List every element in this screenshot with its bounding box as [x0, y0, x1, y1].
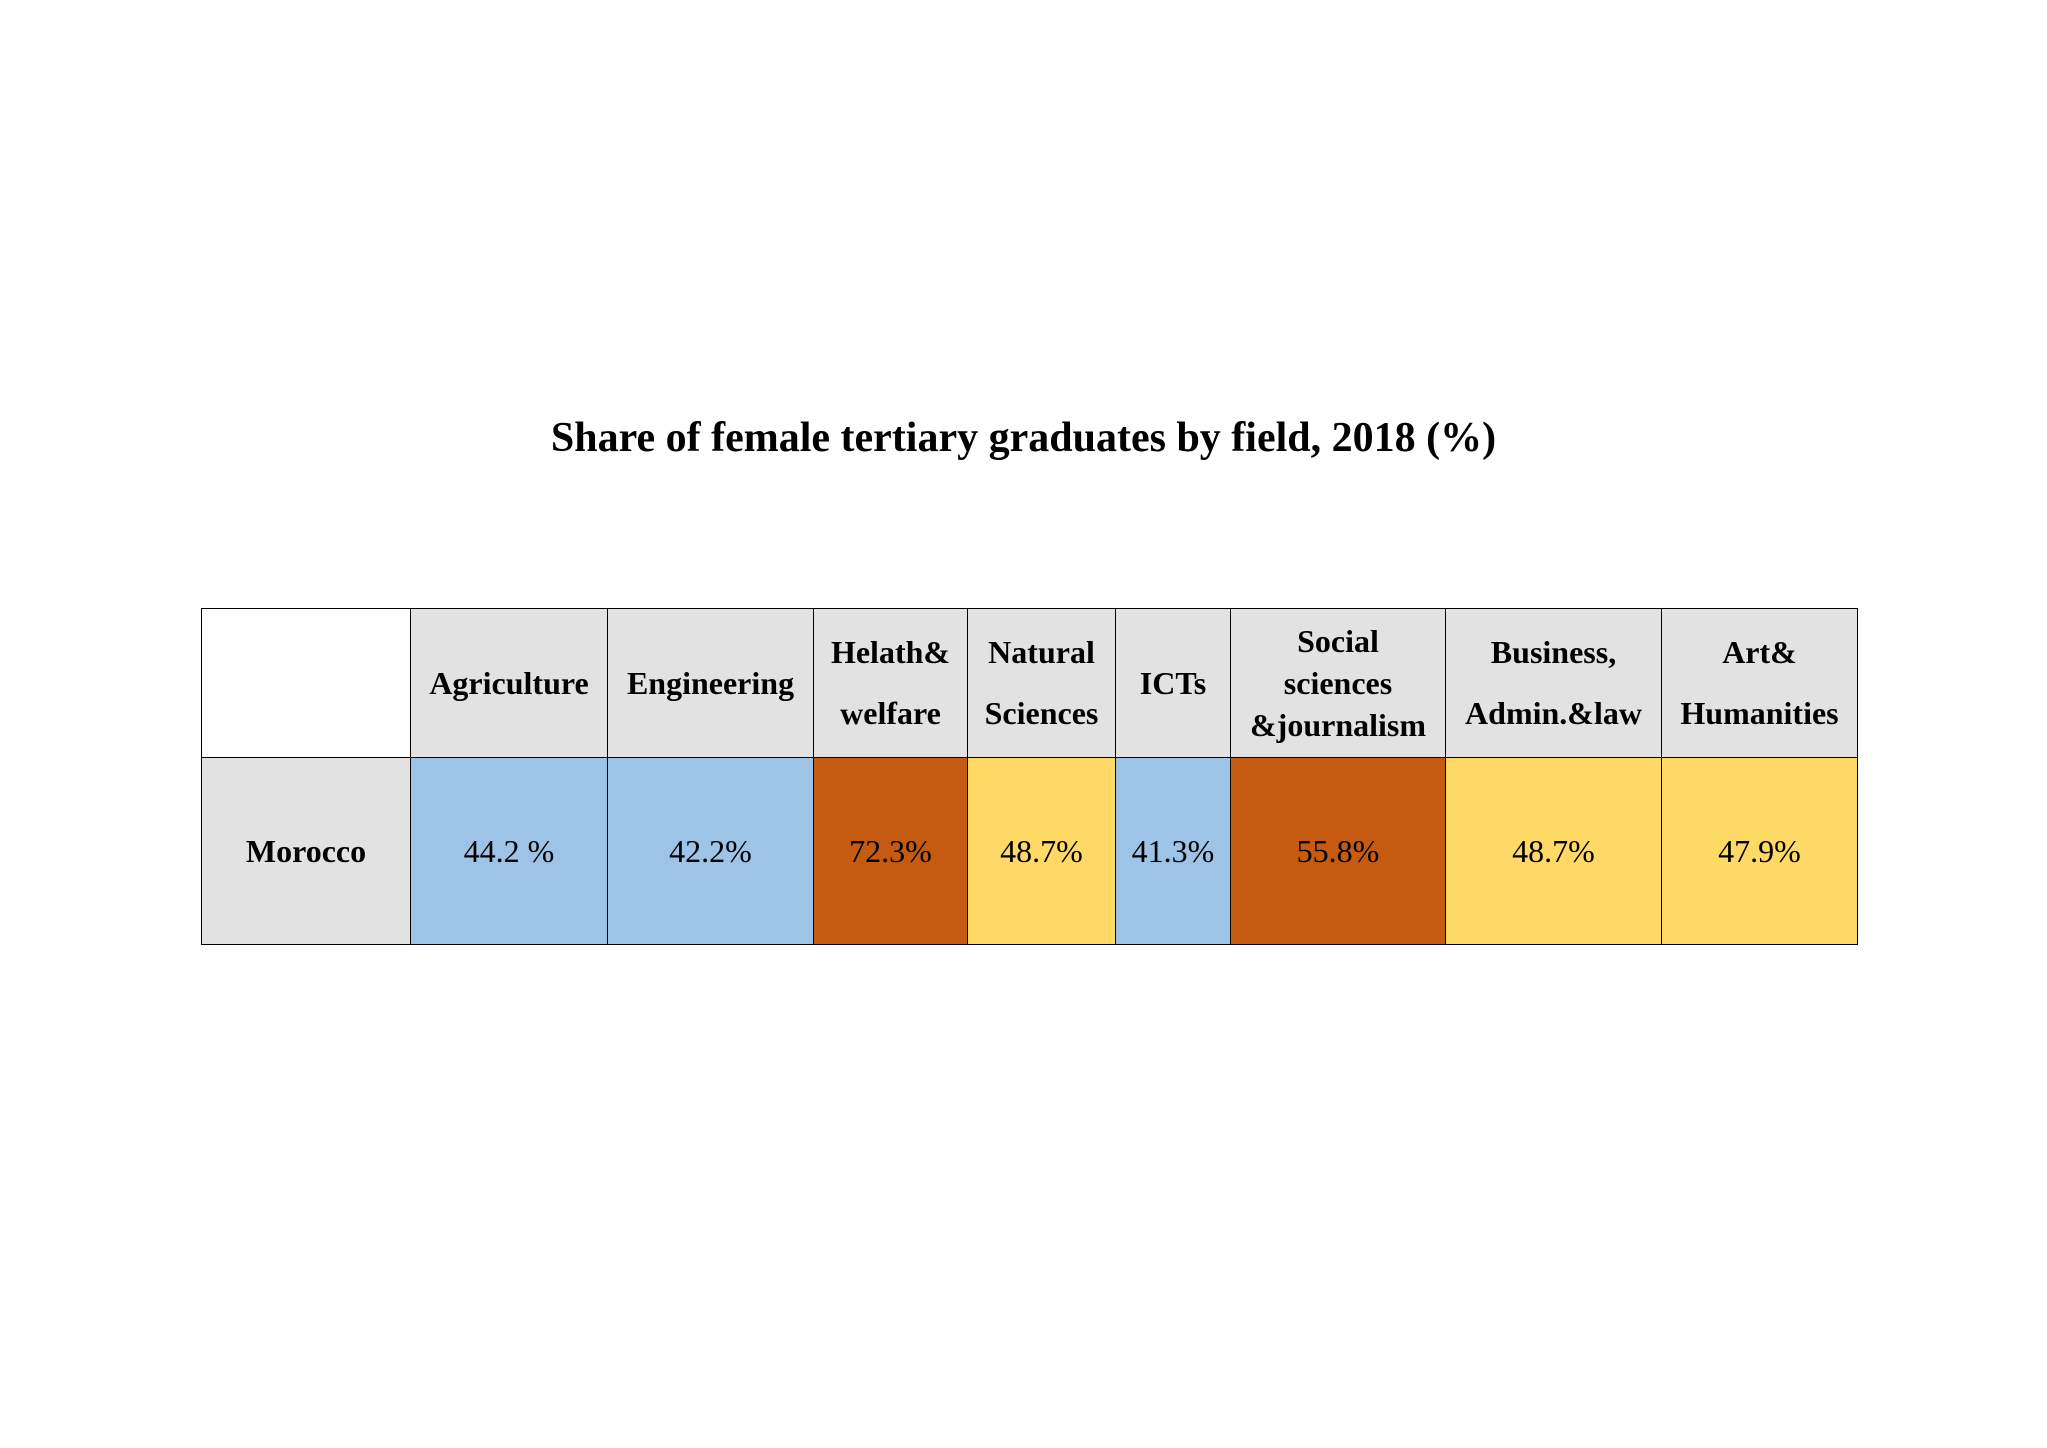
- value-cell: 47.9%: [1661, 757, 1858, 945]
- value-cell: 42.2%: [607, 757, 814, 945]
- column-header-label: Social sciences &journalism: [1250, 623, 1426, 743]
- column-header: Agriculture: [410, 608, 608, 758]
- column-header: Art& Humanities: [1661, 608, 1858, 758]
- column-header-label: Art& Humanities: [1680, 634, 1839, 731]
- value-cell: 44.2 %: [410, 757, 608, 945]
- column-header: Helath& welfare: [813, 608, 968, 758]
- value-cell: 41.3%: [1115, 757, 1231, 945]
- column-header-label: ICTs: [1139, 664, 1207, 701]
- value-cell: 48.7%: [967, 757, 1116, 945]
- chart-title: Share of female tertiary graduates by fi…: [550, 415, 1497, 461]
- column-header: Social sciences &journalism: [1230, 608, 1446, 758]
- row-label: Morocco: [201, 757, 411, 945]
- header-row: Agriculture Engineering Helath& welfare: [201, 608, 1858, 758]
- data-table: Agriculture Engineering Helath& welfare: [201, 608, 1858, 945]
- value-cell: 48.7%: [1445, 757, 1662, 945]
- column-header: ICTs: [1115, 608, 1231, 758]
- value-cell: 55.8%: [1230, 757, 1446, 945]
- column-header-label: Natural Sciences: [984, 634, 1099, 731]
- column-header-label: Helath& welfare: [830, 634, 951, 731]
- data-table-container: Agriculture Engineering Helath& welfare: [201, 608, 1858, 945]
- value-cell: 72.3%: [813, 757, 968, 945]
- column-header-label: Agriculture: [429, 664, 589, 701]
- column-header: Natural Sciences: [967, 608, 1116, 758]
- column-header: Engineering: [607, 608, 814, 758]
- column-header-label: Engineering: [626, 664, 795, 701]
- column-header-label: Business, Admin.&law: [1465, 634, 1642, 731]
- table-row: Morocco 44.2 % 42.2% 72.3% 48.7% 41.3% 5…: [201, 757, 1858, 945]
- corner-cell: [201, 608, 411, 758]
- column-header: Business, Admin.&law: [1445, 608, 1662, 758]
